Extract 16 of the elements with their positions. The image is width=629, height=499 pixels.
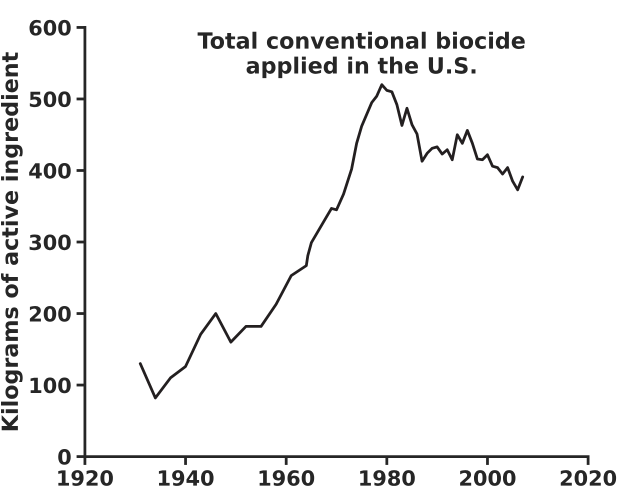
y-tick-label: 100 <box>30 378 71 394</box>
y-tick-label: 600 <box>30 20 71 36</box>
line-series <box>138 83 524 400</box>
x-tick-label: 1940 <box>158 470 214 486</box>
x-tick-label: 1920 <box>58 470 113 486</box>
y-tick-label: 400 <box>29 162 71 179</box>
y-axis-title: Kilograms of active ingredient <box>1 52 23 430</box>
y-tick-label: 0 <box>58 449 71 465</box>
y-tick-label: 300 <box>30 234 71 250</box>
text: Total conventional biocide applied in the U.S. <box>198 32 525 78</box>
y-tick-label: 200 <box>30 306 71 322</box>
x-tick-label: 1980 <box>360 470 415 486</box>
y-tick-label: 500 <box>30 91 71 108</box>
x-tick-label: 1960 <box>260 470 314 486</box>
x-tick-label: 2000 <box>460 470 516 486</box>
x-tick-label: 2020 <box>560 470 616 486</box>
